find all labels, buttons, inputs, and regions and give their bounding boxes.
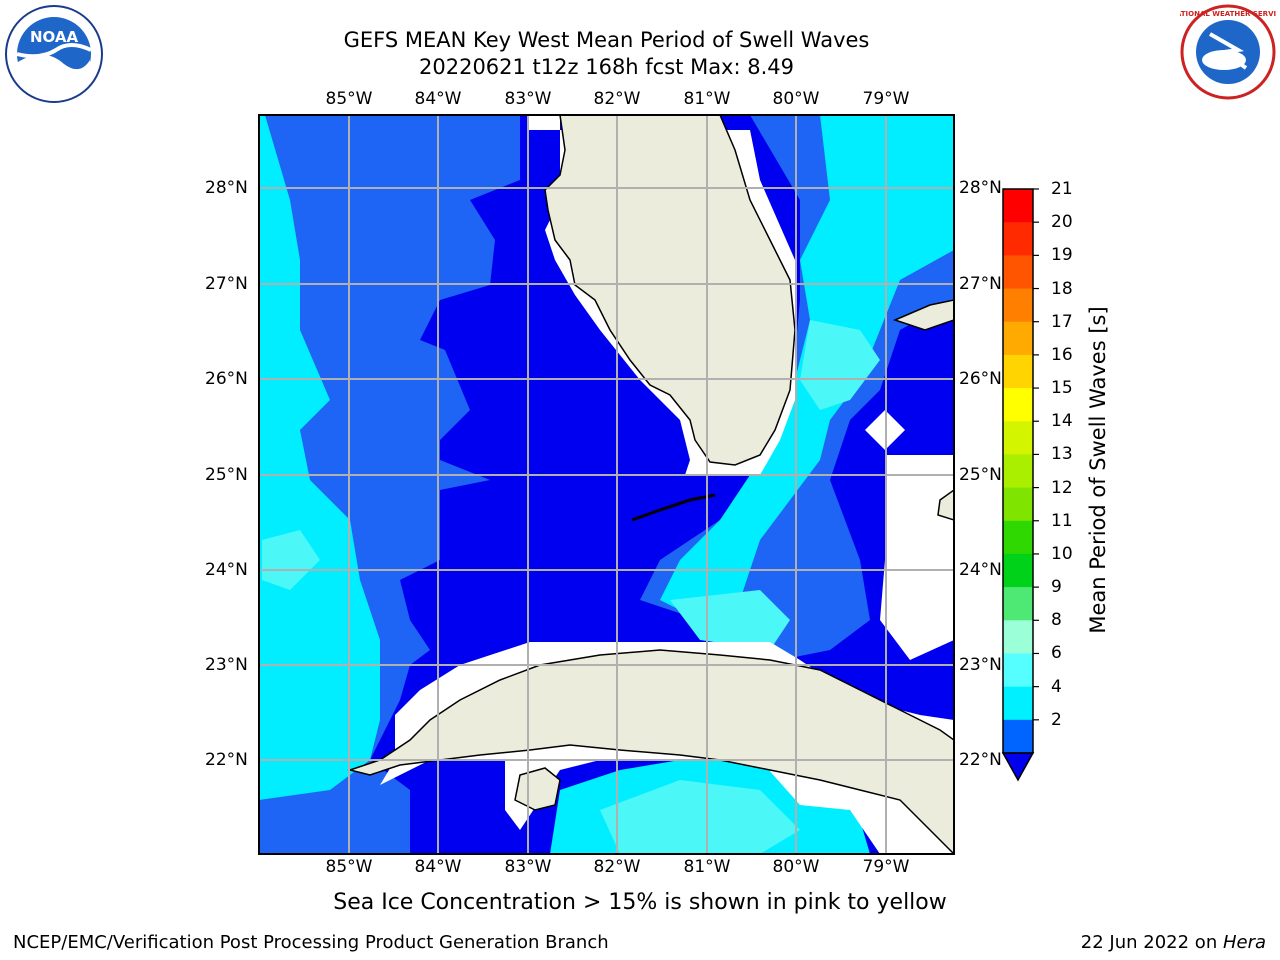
colorbar-tick-label: 19 [1051, 245, 1073, 266]
colorbar-segment [1003, 421, 1033, 455]
colorbar-segment [1003, 321, 1033, 356]
colorbar-segment [1003, 354, 1033, 389]
lon-label-top: 80°W [772, 89, 820, 109]
lat-label-right: 24°N [959, 560, 1002, 580]
ocean-light-cyan-east [800, 320, 880, 410]
lon-label-bottom: 85°W [325, 857, 373, 877]
colorbar-segment [1003, 587, 1033, 621]
map-subtitle: 20220621 t12z 168h fcst Max: 8.49 [419, 55, 794, 79]
ocean-light-cyan-straits [670, 590, 790, 650]
colorbar-tick-label: 11 [1051, 510, 1073, 531]
colorbar [1003, 188, 1039, 754]
lon-label-top: 79°W [862, 89, 910, 109]
lat-label-right: 28°N [959, 178, 1002, 198]
lon-label-bottom: 79°W [862, 857, 910, 877]
noaa-logo: NOAA [5, 5, 103, 103]
colorbar-tick-label: 16 [1051, 344, 1073, 365]
noaa-logo-text: NOAA [30, 28, 79, 46]
florida-keys [631, 493, 716, 522]
ocean-light-cyan-west [262, 530, 320, 590]
graticule [259, 115, 954, 854]
colorbar-segment [1003, 189, 1033, 223]
lat-label-left: 24°N [205, 560, 248, 580]
lon-label-bottom: 83°W [504, 857, 552, 877]
colorbar-tick-label: 21 [1051, 179, 1073, 199]
lat-label-left: 27°N [205, 274, 248, 294]
colorbar-tick-label: 13 [1051, 444, 1073, 465]
lon-label-top: 82°W [593, 89, 641, 109]
colorbar-extend-arrow [1001, 752, 1035, 782]
lat-label-left: 28°N [205, 178, 248, 198]
lon-label-bottom: 81°W [683, 857, 731, 877]
colorbar-segment [1003, 686, 1033, 721]
andros-landmass [937, 489, 954, 521]
colorbar-tick-label: 12 [1051, 477, 1073, 498]
colorbar-segment [1003, 487, 1033, 522]
colorbar-tick-label: 9 [1051, 577, 1062, 598]
colorbar-tick-label: 10 [1051, 543, 1073, 564]
colorbar-segment [1003, 454, 1033, 489]
colorbar-segment [1003, 520, 1033, 555]
masked-area-east [880, 455, 954, 660]
lat-label-right: 27°N [959, 274, 1002, 294]
map-title: GEFS MEAN Key West Mean Period of Swell … [343, 28, 870, 52]
lat-label-left: 25°N [205, 465, 248, 485]
colorbar-segment [1003, 620, 1033, 654]
lon-label-top: 84°W [414, 89, 462, 109]
colorbar-tick-label: 8 [1051, 610, 1062, 631]
colorbar-tick-label: 6 [1051, 643, 1062, 664]
bahamas-north-landmass [892, 299, 954, 331]
colorbar-segment [1003, 288, 1033, 323]
isla-de-la-juventud [514, 767, 561, 811]
colorbar-tick-label: 18 [1051, 278, 1073, 299]
lon-label-bottom: 82°W [593, 857, 641, 877]
ocean-light-cyan-south [600, 780, 800, 854]
lat-label-left: 26°N [205, 369, 248, 389]
colorbar-segment [1003, 222, 1033, 256]
colorbar-tick-label: 2 [1051, 709, 1062, 730]
lat-label-left: 22°N [205, 750, 248, 770]
colorbar-frame [1002, 188, 1034, 754]
footer-date: 22 Jun 2022 on Hera [1081, 932, 1266, 953]
lat-label-right: 25°N [959, 465, 1002, 485]
colorbar-title: Mean Period of Swell Waves [s] [1086, 306, 1110, 634]
lat-label-left: 23°N [205, 655, 248, 675]
lat-label-right: 26°N [959, 369, 1002, 389]
colorbar-tick-label: 17 [1051, 311, 1073, 332]
colorbar-tick-label: 20 [1051, 212, 1073, 233]
colorbar-tick-label: 4 [1051, 676, 1062, 697]
cuba-landmass [347, 649, 954, 854]
colorbar-tick-label: 15 [1051, 378, 1073, 399]
nws-logo: NATIONAL WEATHER SERVICE [1180, 4, 1276, 100]
footer-date-text: 22 Jun 2022 on [1080, 932, 1223, 953]
lat-label-right: 23°N [959, 655, 1002, 675]
florida-landmass [544, 115, 796, 466]
colorbar-segment [1003, 719, 1033, 754]
colorbar-segment [1003, 653, 1033, 688]
lon-label-bottom: 80°W [772, 857, 820, 877]
colorbar-segment [1003, 388, 1033, 422]
map-frame [258, 114, 955, 855]
nws-logo-text: NATIONAL WEATHER SERVICE [1180, 10, 1276, 18]
lon-label-top: 83°W [504, 89, 552, 109]
lat-label-right: 22°N [959, 750, 1002, 770]
colorbar-tick-label: 14 [1051, 411, 1073, 432]
colorbar-segment [1003, 255, 1033, 290]
lon-label-top: 85°W [325, 89, 373, 109]
lon-label-top: 81°W [683, 89, 731, 109]
footer-host: Hera [1222, 932, 1266, 953]
sea-ice-note: Sea Ice Concentration > 15% is shown in … [333, 890, 947, 915]
lon-label-bottom: 84°W [414, 857, 462, 877]
colorbar-segment [1003, 553, 1033, 588]
footer-credit: NCEP/EMC/Verification Post Processing Pr… [13, 932, 609, 953]
